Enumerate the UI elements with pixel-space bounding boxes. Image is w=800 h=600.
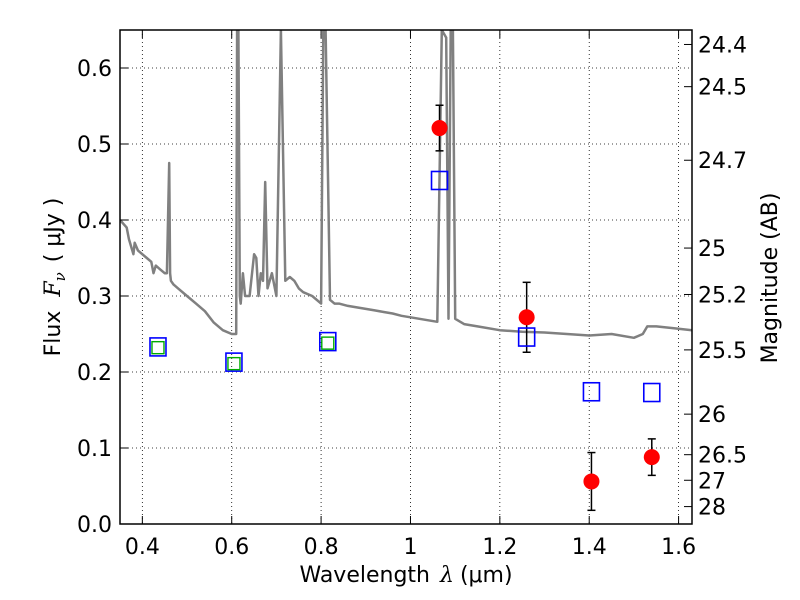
blue-square-point bbox=[430, 170, 449, 191]
y-tick-label: 0.5 bbox=[77, 133, 112, 158]
x-axis-label: Wavelength λ (μm) bbox=[299, 563, 512, 588]
y2-tick-label: 26 bbox=[698, 403, 726, 428]
y-tick-label: 0.6 bbox=[77, 57, 112, 82]
y-axis-label: FluxFν( μJy ) bbox=[41, 198, 69, 357]
red-data-point bbox=[431, 120, 448, 137]
x-tick-label: 0.6 bbox=[214, 535, 249, 560]
y-tick-label: 0.4 bbox=[77, 209, 112, 234]
marker-layer bbox=[149, 104, 661, 512]
red-data-point bbox=[583, 473, 600, 490]
y2-tick-label: 25 bbox=[698, 237, 726, 262]
y2-tick-label: 27 bbox=[698, 469, 726, 494]
y2-tick-label: 25.5 bbox=[698, 339, 747, 364]
y-tick-label: 0.1 bbox=[77, 437, 112, 462]
y-axis-ticks: 0.0 0.1 0.2 0.3 0.4 0.5 0.6 bbox=[77, 57, 128, 538]
x-tick-label: 1.6 bbox=[661, 535, 696, 560]
x-tick-label: 0.4 bbox=[125, 535, 160, 560]
x-tick-label: 1.2 bbox=[482, 535, 517, 560]
y2-axis-label: Magnitude (AB) bbox=[758, 193, 783, 364]
blue-square-point bbox=[582, 381, 601, 402]
y2-tick-label: 26.5 bbox=[698, 444, 747, 469]
y2-tick-label: 28 bbox=[698, 496, 726, 521]
green-square-point bbox=[321, 336, 335, 350]
y-tick-label: 0.2 bbox=[77, 361, 112, 386]
blue-square-point bbox=[642, 382, 661, 403]
green-square-point bbox=[227, 356, 241, 371]
blue-square-point bbox=[149, 337, 167, 357]
blue-square-point bbox=[225, 352, 243, 372]
y2-tick-label: 25.2 bbox=[698, 283, 747, 308]
blue-square-point bbox=[517, 327, 536, 347]
y2-tick-label: 24.5 bbox=[698, 76, 747, 101]
y-tick-label: 0.3 bbox=[77, 285, 112, 310]
x-axis-ticks: 0.4 0.6 0.8 1 1.2 1.4 1.6 bbox=[125, 30, 696, 560]
y2-tick-label: 24.7 bbox=[698, 149, 747, 174]
y-tick-label: 0.0 bbox=[77, 513, 112, 538]
spectrum-line bbox=[120, 30, 692, 340]
x-tick-label: 1.4 bbox=[572, 535, 607, 560]
blue-square-point bbox=[318, 331, 337, 352]
spectrum-curve-layer bbox=[120, 30, 692, 340]
green-square-point bbox=[151, 340, 165, 355]
grid-lines bbox=[120, 30, 692, 525]
x-tick-label: 0.8 bbox=[304, 535, 339, 560]
red-data-point bbox=[643, 449, 660, 466]
red-data-point bbox=[518, 309, 535, 326]
y2-tick-label: 24.4 bbox=[698, 33, 747, 58]
x-tick-label: 1 bbox=[403, 535, 417, 560]
plot-frame bbox=[119, 29, 693, 525]
